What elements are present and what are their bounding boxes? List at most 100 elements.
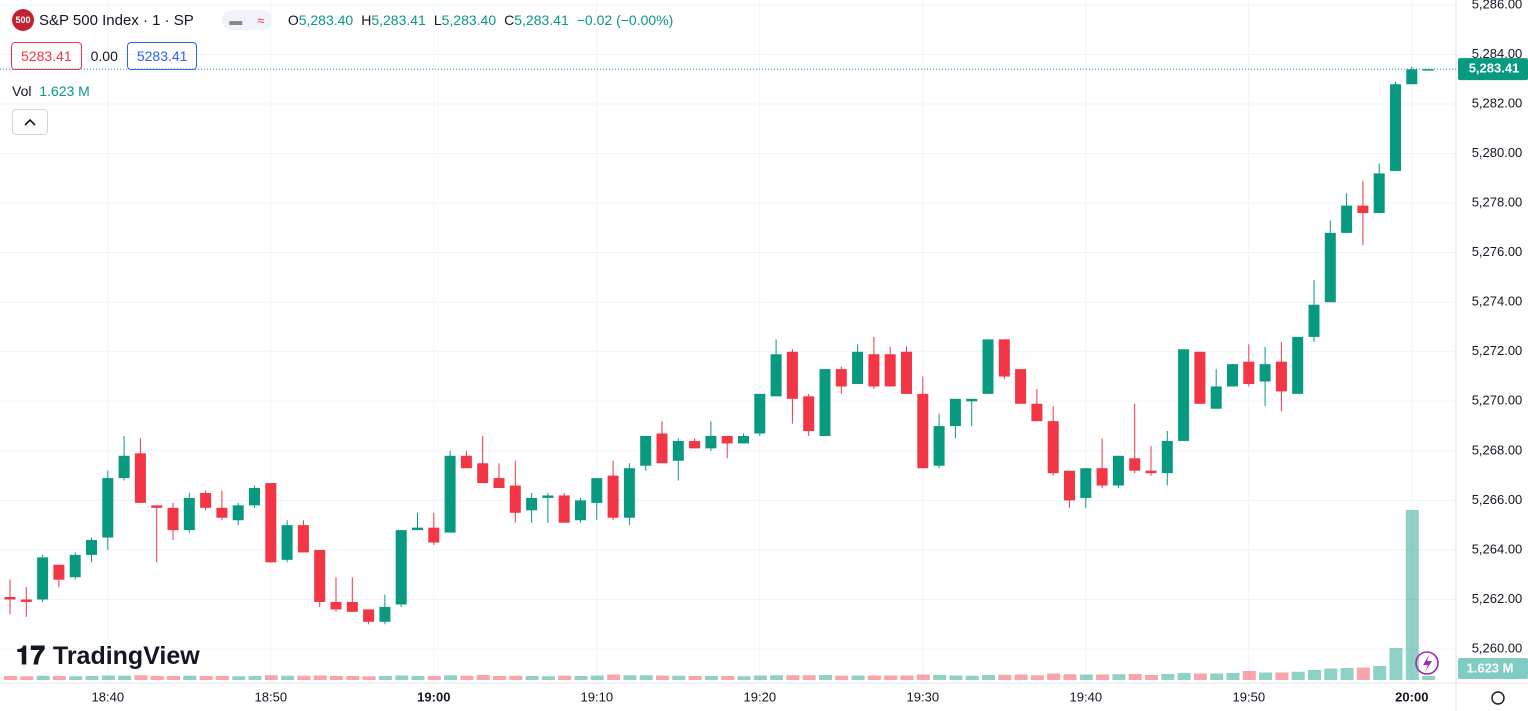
- volume-bar: [232, 676, 246, 680]
- y-tick-label: 5,282.00: [1472, 95, 1523, 110]
- x-tick-label: 18:50: [255, 689, 288, 704]
- ohlc-value: 5,283.40: [441, 11, 497, 28]
- volume-bar: [998, 674, 1012, 680]
- toggle[interactable]: ▬ ≈: [221, 10, 272, 30]
- ohlc-key: O: [287, 11, 299, 28]
- volume-bar: [753, 675, 767, 680]
- volume-bar: [639, 675, 653, 680]
- x-tick-label: 19:30: [907, 689, 940, 704]
- candle-body: [526, 497, 538, 511]
- candle-body: [998, 339, 1010, 377]
- bid-input[interactable]: 5283.41: [11, 42, 82, 70]
- volume-bar: [427, 676, 441, 680]
- y-tick-label: 5,270.00: [1472, 393, 1523, 408]
- collapse-button[interactable]: [12, 109, 48, 135]
- volume-bar: [281, 675, 295, 680]
- volume-bar: [1063, 674, 1077, 680]
- volume-bar: [1259, 672, 1273, 680]
- candle-body: [1357, 205, 1369, 214]
- y-tick-label: 5,280.00: [1472, 145, 1523, 160]
- candle-body: [949, 398, 961, 427]
- candle-body: [966, 398, 978, 402]
- volume-bar: [574, 676, 588, 680]
- candle-body: [982, 339, 994, 394]
- symbol-title[interactable]: S&P 500 Index · 1 · SP: [39, 11, 194, 29]
- volume-bar: [4, 676, 17, 680]
- candle-body: [754, 393, 766, 434]
- vol-label: Vol: [12, 83, 32, 99]
- volume-bar: [558, 675, 572, 680]
- volume-bar: [101, 675, 115, 680]
- volume-bar: [933, 675, 947, 680]
- volume-label-box: [1458, 658, 1528, 679]
- ohlc-value: 5,283.41: [371, 11, 426, 28]
- ohlc-key: C: [504, 11, 515, 28]
- volume-bar: [1324, 668, 1338, 680]
- candle-body: [1406, 69, 1418, 85]
- volume-bar: [1226, 673, 1240, 680]
- candle-body: [1112, 455, 1124, 486]
- candle-body: [623, 468, 635, 518]
- candle-body: [1210, 386, 1222, 409]
- y-tick-label: 5,276.00: [1472, 244, 1523, 259]
- volume-bar: [183, 675, 197, 680]
- candle-body: [118, 455, 130, 479]
- volume-bar: [884, 675, 898, 680]
- ask-input[interactable]: 5283.41: [126, 42, 198, 70]
- candle-body: [20, 599, 32, 602]
- candle-body: [607, 475, 619, 518]
- volume-bar: [1405, 510, 1419, 680]
- volume-bar: [1014, 674, 1028, 680]
- spread: 0.00: [90, 48, 118, 64]
- candle-body: [493, 478, 505, 489]
- candle-body: [249, 488, 260, 506]
- candle-body: [933, 426, 945, 466]
- volume-bar: [1242, 671, 1256, 680]
- volume-bar: [1047, 673, 1061, 680]
- volume-bar: [1308, 670, 1321, 680]
- volume-bar: [1030, 675, 1044, 680]
- lightning-bolt: [1423, 655, 1432, 672]
- candle-body: [1194, 351, 1206, 404]
- candle-body: [379, 606, 391, 622]
- settings-icon: [1491, 691, 1505, 705]
- ohlc-item: L5,283.40: [434, 12, 496, 28]
- candle-body: [1227, 364, 1238, 387]
- x-tick-label: 19:40: [1070, 689, 1103, 704]
- volume-bar: [330, 676, 343, 680]
- candle-body: [1080, 468, 1092, 498]
- volume-bar: [395, 675, 409, 680]
- candle-body: [1129, 458, 1141, 471]
- candle-body: [1064, 470, 1075, 501]
- volume-bar: [1096, 674, 1110, 680]
- x-tick-label: 18:40: [92, 689, 125, 704]
- volume-bar: [525, 676, 539, 680]
- volume-bar: [672, 675, 686, 680]
- symbol-badge: 500: [12, 9, 34, 31]
- candle-body: [363, 609, 375, 622]
- candle-body: [509, 485, 521, 513]
- volume-bar: [1112, 674, 1126, 680]
- volume-bar: [916, 674, 930, 680]
- last-price-label: 5,283.41: [1469, 61, 1520, 76]
- volume-bar: [770, 675, 784, 680]
- volume-bar: [1145, 675, 1158, 680]
- volume-bar: [134, 675, 148, 680]
- x-tick-label: 19:20: [744, 689, 777, 704]
- candle-body: [1161, 440, 1173, 474]
- volume-bar: [541, 676, 555, 680]
- candle-body: [37, 557, 49, 600]
- volume-bar: [297, 675, 311, 680]
- candle-body: [167, 507, 179, 531]
- volume-bar: [509, 675, 523, 680]
- ohlc-key: H: [361, 11, 372, 28]
- candle-body: [852, 351, 864, 384]
- ohlc-value: 5,283.41: [514, 11, 569, 28]
- volume-bar: [704, 676, 718, 680]
- volume-bar: [802, 675, 816, 680]
- candle-body: [1324, 232, 1336, 303]
- volume-bar: [362, 676, 376, 680]
- candle-body: [314, 549, 326, 602]
- x-tick-label: 19:10: [581, 689, 614, 704]
- candle-body: [770, 354, 782, 397]
